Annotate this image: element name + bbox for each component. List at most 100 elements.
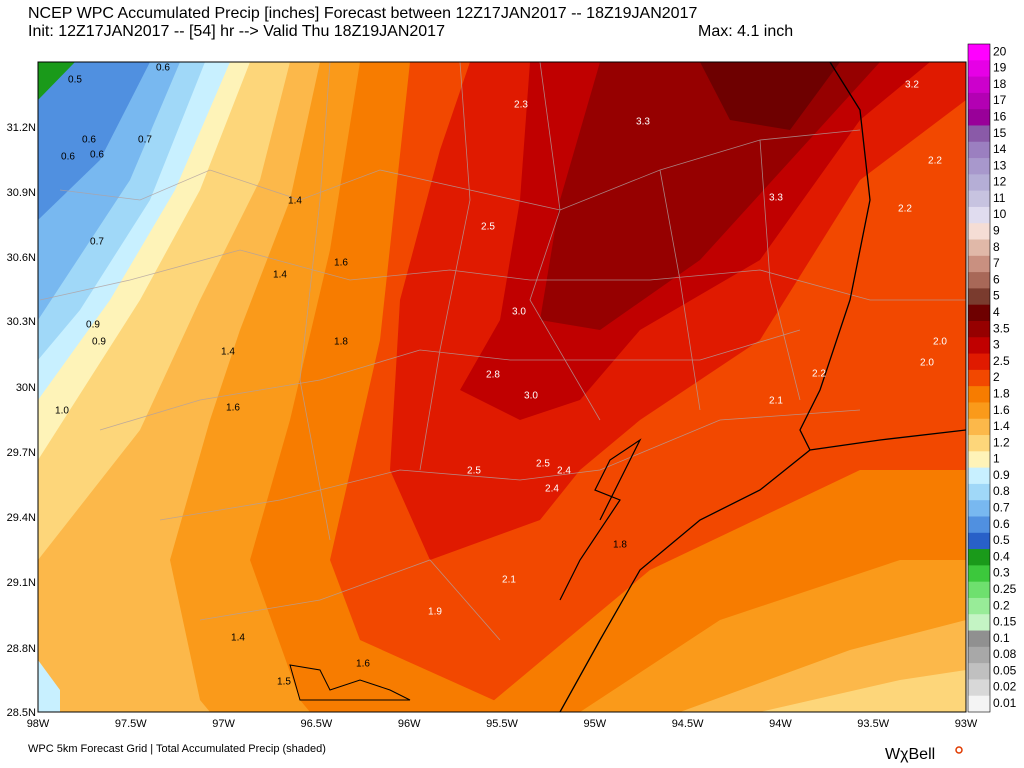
lat-label: 29.4N xyxy=(7,512,36,524)
lat-label: 29.1N xyxy=(7,577,36,589)
legend-swatch xyxy=(968,663,990,680)
legend-label: 0.6 xyxy=(993,517,1010,531)
contour-label: 2.4 xyxy=(557,466,571,477)
contour-label: 2.2 xyxy=(898,204,912,215)
title-line-1: NCEP WPC Accumulated Precip [inches] For… xyxy=(28,5,697,22)
legend-swatch xyxy=(968,581,990,599)
lon-label: 93.5W xyxy=(857,718,889,730)
contour-label: 1.4 xyxy=(273,270,287,281)
legend-label: 0.15 xyxy=(993,615,1017,629)
contour-label: 3.0 xyxy=(512,307,526,318)
contour-label: 1.5 xyxy=(277,677,291,688)
lat-label: 30.9N xyxy=(7,187,36,199)
footer-caption: WPC 5km Forecast Grid | Total Accumulate… xyxy=(28,743,326,755)
legend-label: 15 xyxy=(993,126,1007,140)
legend-swatch xyxy=(968,695,990,713)
legend-label: 5 xyxy=(993,289,1000,303)
contour-label: 0.6 xyxy=(61,152,75,163)
legend-swatch xyxy=(968,304,990,322)
legend-label: 1 xyxy=(993,452,1000,466)
contour-label: 2.2 xyxy=(812,369,826,380)
legend-label: 12 xyxy=(993,175,1007,189)
legend-swatch xyxy=(968,206,990,224)
lat-label: 30N xyxy=(16,382,36,394)
contour-label: 0.7 xyxy=(138,135,152,146)
legend-label: 0.01 xyxy=(993,696,1017,710)
legend-swatch xyxy=(968,467,990,485)
contour-label: 2.5 xyxy=(481,222,495,233)
legend-swatch xyxy=(968,402,990,420)
legend-label: 13 xyxy=(993,158,1007,172)
legend-label: 0.08 xyxy=(993,647,1017,661)
lon-label: 95W xyxy=(583,718,606,730)
legend-swatch xyxy=(968,174,990,192)
legend-swatch xyxy=(968,435,990,452)
legend-swatch xyxy=(968,239,990,257)
brand: WχBell xyxy=(885,746,935,763)
contour-label: 0.9 xyxy=(86,320,100,331)
legend-label: 9 xyxy=(993,224,1000,238)
lat-label: 31.2N xyxy=(7,122,36,134)
lon-label: 97.5W xyxy=(115,718,147,730)
legend-label: 7 xyxy=(993,256,1000,270)
map-field xyxy=(38,62,966,712)
contour-label: 2.1 xyxy=(769,396,783,407)
legend-label: 0.9 xyxy=(993,468,1010,482)
contour-label: 2.5 xyxy=(467,466,481,477)
brand-logo xyxy=(955,746,963,754)
legend-swatch xyxy=(968,418,990,436)
legend-label: 19 xyxy=(993,61,1007,75)
contour-label: 0.7 xyxy=(90,237,104,248)
legend-label: 11 xyxy=(993,191,1006,205)
lon-label: 95.5W xyxy=(486,718,518,730)
lon-label: 96W xyxy=(398,718,421,730)
contour-label: 1.4 xyxy=(288,196,302,207)
lon-label: 96.5W xyxy=(301,718,333,730)
legend-label: 20 xyxy=(993,44,1007,58)
contour-label: 2.2 xyxy=(928,156,942,167)
legend-label: 8 xyxy=(993,240,1000,254)
legend-swatch xyxy=(968,288,990,306)
legend-swatch xyxy=(968,646,990,664)
legend-swatch xyxy=(968,109,990,126)
legend-label: 10 xyxy=(993,207,1007,221)
legend-label: 0.4 xyxy=(993,549,1010,563)
contour-label: 1.6 xyxy=(226,403,240,414)
lat-label: 28.8N xyxy=(7,643,36,655)
legend-label: 1.2 xyxy=(993,435,1010,449)
contour-label: 3.3 xyxy=(769,193,783,204)
legend-label: 0.05 xyxy=(993,663,1017,677)
legend-label: 0.02 xyxy=(993,680,1017,694)
lon-label: 94.5W xyxy=(672,718,704,730)
legend-swatch xyxy=(968,679,990,697)
legend-swatch xyxy=(968,158,990,175)
legend-swatch xyxy=(968,255,990,273)
contour-label: 1.4 xyxy=(231,633,245,644)
contour-label: 2.1 xyxy=(502,575,516,586)
contour-label: 1.6 xyxy=(334,258,348,269)
contour-label: 1.9 xyxy=(428,607,442,618)
legend-swatch xyxy=(968,500,990,517)
lon-label: 98W xyxy=(27,718,50,730)
legend-label: 1.8 xyxy=(993,386,1010,400)
legend-label: 0.7 xyxy=(993,501,1010,515)
contour-label: 1.8 xyxy=(613,540,627,551)
contour-label: 3.3 xyxy=(636,117,650,128)
legend-swatch xyxy=(968,337,990,355)
legend-label: 6 xyxy=(993,272,1000,286)
contour-label: 2.0 xyxy=(933,337,947,348)
contour-label: 2.4 xyxy=(545,484,559,495)
contour-label: 1.6 xyxy=(356,659,370,670)
title-line-2: Init: 12Z17JAN2017 -- [54] hr --> Valid … xyxy=(28,23,445,40)
contour-label: 2.0 xyxy=(920,358,934,369)
legend-swatch xyxy=(968,549,990,566)
contour-label: 2.5 xyxy=(536,459,550,470)
contour-label: 1.8 xyxy=(334,337,348,348)
contour-label: 3.2 xyxy=(905,80,919,91)
map-frame xyxy=(37,61,967,713)
contour-label: 0.6 xyxy=(82,135,96,146)
legend-swatch xyxy=(968,532,990,550)
lat-label: 28.5N xyxy=(7,707,36,719)
legend-swatch xyxy=(968,190,990,208)
legend-swatch xyxy=(968,44,990,61)
